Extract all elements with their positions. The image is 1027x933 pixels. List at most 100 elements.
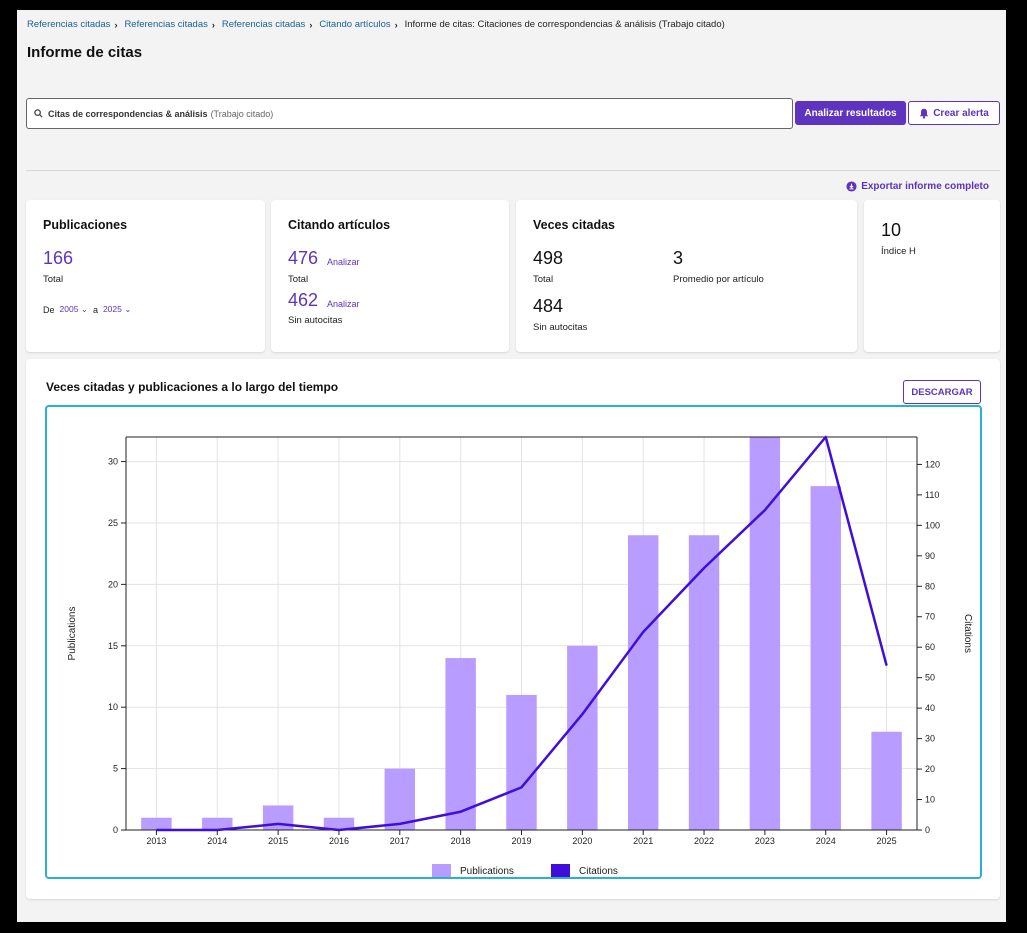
publications-bar — [627, 535, 659, 830]
x-tick-label: 2019 — [511, 836, 531, 846]
x-tick-label: 2017 — [390, 836, 410, 846]
year-from-select[interactable]: 2005 ⌄ — [60, 304, 88, 315]
legend-swatch-citations — [551, 864, 570, 877]
citations-point — [216, 829, 218, 831]
citing-total-value[interactable]: 476 — [288, 248, 319, 268]
chart-panel: Veces citadas y publicaciones a lo largo… — [26, 359, 1000, 899]
times-cited-noself-label: Sin autocitas — [533, 322, 588, 333]
export-report-link[interactable]: Exportar informe completo — [846, 181, 989, 192]
y2-tick-label: 60 — [925, 642, 935, 652]
y2-tick-label: 0 — [925, 825, 930, 835]
download-circle-icon — [846, 181, 857, 192]
x-tick-label: 2020 — [572, 836, 592, 846]
analyze-citing-link[interactable]: Analizar — [327, 257, 360, 267]
publications-total-label: Total — [43, 274, 64, 285]
year-to-value: 2025 — [102, 304, 122, 314]
export-report-label: Exportar informe completo — [861, 181, 989, 192]
publications-bar — [141, 817, 172, 830]
h-index-card: 10 Índice H — [864, 200, 1000, 352]
publications-bar — [202, 817, 233, 830]
citations-point — [277, 823, 279, 825]
citing-total-label: Total — [288, 274, 309, 285]
publications-bar — [384, 768, 416, 830]
chart-container: 0 5 10 15 20 25 30 0 10 20 30 40 50 60 70 80 90 100 110 120… — [45, 405, 982, 879]
range-to-label: a — [92, 304, 98, 315]
citations-point — [764, 509, 766, 511]
x-tick-label: 2016 — [329, 836, 349, 846]
create-alert-button[interactable]: Crear alerta — [908, 101, 1000, 125]
analyze-noself-link[interactable]: Analizar — [327, 299, 360, 309]
citing-articles-title: Citando artículos — [288, 218, 391, 232]
citations-point — [825, 436, 827, 438]
publications-bar — [262, 805, 294, 830]
create-alert-label: Crear alerta — [933, 107, 989, 119]
search-query: Citas de correspondencias & análisis — [48, 108, 208, 119]
chevron-right-icon: › — [211, 19, 215, 30]
y-tick-label: 0 — [113, 825, 118, 835]
citing-noself-label: Sin autocitas — [288, 315, 343, 326]
citations-point — [642, 631, 644, 633]
breadcrumb-link[interactable]: Referencias citadas — [221, 19, 306, 30]
chevron-right-icon: › — [309, 19, 313, 30]
analyze-results-button[interactable]: Analizar resultados — [795, 101, 906, 125]
y-tick-label: 5 — [113, 764, 118, 774]
average-per-article-label: Promedio por artículo — [673, 274, 764, 285]
publications-bar — [323, 817, 355, 830]
x-tick-label: 2025 — [877, 836, 897, 846]
publications-bar — [749, 437, 781, 830]
publications-bar — [445, 658, 476, 830]
x-tick-label: 2013 — [146, 836, 166, 846]
times-cited-total-value: 498 — [533, 248, 564, 268]
breadcrumb-link[interactable]: Referencias citadas — [124, 19, 208, 30]
breadcrumb-link[interactable]: Citando artículos — [319, 19, 391, 30]
times-cited-total-label: Total — [533, 274, 554, 285]
h-index-value: 10 — [881, 220, 902, 240]
publications-bar — [810, 486, 841, 830]
range-from-label: De — [43, 304, 55, 315]
legend-label-citations: Citations — [579, 866, 618, 877]
x-tick-label: 2015 — [268, 836, 288, 846]
search-icon — [34, 109, 43, 118]
times-cited-title: Veces citadas — [533, 218, 616, 232]
citations-point — [521, 786, 522, 788]
chevron-down-icon: ⌄ — [124, 304, 132, 314]
citations-point — [338, 829, 340, 831]
publications-bar — [506, 694, 537, 830]
chart-heading: Veces citadas y publicaciones a lo largo… — [46, 380, 339, 394]
times-cited-card: Veces citadas 498 Total 3 Promedio por a… — [516, 200, 857, 352]
y2-tick-label: 110 — [925, 490, 939, 500]
y2-tick-label: 10 — [925, 795, 935, 805]
y2-tick-label: 80 — [925, 581, 935, 591]
app-frame: Referencias citadas › Referencias citadas… — [17, 10, 1006, 922]
y2-tick-label: 120 — [925, 459, 940, 469]
citations-point — [399, 823, 401, 825]
publications-total-value[interactable]: 166 — [43, 248, 74, 268]
search-field-label: (Trabajo citado) — [210, 108, 274, 119]
x-tick-label: 2014 — [207, 836, 227, 846]
citations-point — [886, 664, 888, 666]
download-button[interactable]: DESCARGAR — [903, 380, 981, 404]
y-tick-label: 25 — [108, 518, 118, 528]
search-input[interactable]: Citas de correspondencias & análisis (Tr… — [26, 98, 793, 129]
breadcrumb-link[interactable]: Referencias citadas — [27, 19, 111, 30]
chevron-down-icon: ⌄ — [80, 304, 88, 314]
y-tick-label: 20 — [108, 579, 118, 589]
y-tick-label: 15 — [108, 641, 118, 651]
citing-noself-value[interactable]: 462 — [288, 290, 319, 310]
publications-bar — [871, 731, 902, 830]
publications-bar — [688, 535, 720, 830]
h-index-label: Índice H — [881, 246, 916, 257]
y2-tick-label: 100 — [925, 520, 940, 530]
y-tick-label: 30 — [108, 457, 118, 467]
chevron-right-icon: › — [114, 19, 118, 30]
x-tick-label: 2021 — [633, 836, 653, 846]
divider — [26, 170, 1000, 171]
citations-point — [155, 829, 157, 831]
publications-card: Publicaciones 166 Total De 2005 ⌄ a 2025… — [26, 200, 265, 352]
year-to-select[interactable]: 2025 ⌄ — [103, 304, 131, 315]
x-tick-label: 2023 — [755, 836, 775, 846]
y2-tick-label: 70 — [925, 612, 935, 622]
y2-tick-label: 20 — [925, 764, 935, 774]
x-tick-label: 2024 — [816, 836, 836, 846]
legend-swatch-publications — [432, 864, 451, 877]
